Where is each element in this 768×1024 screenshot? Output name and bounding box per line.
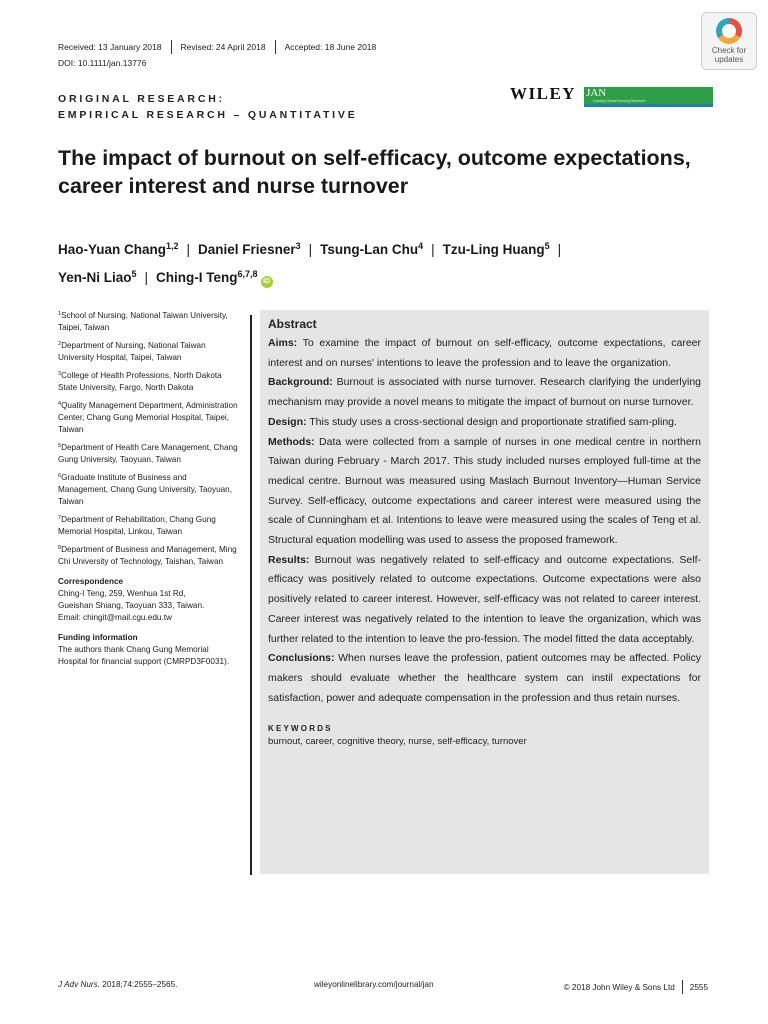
correspondence-heading: Correspondence [58, 577, 124, 586]
publisher-logos: WILEY JAN Leading Global Nursing Researc… [510, 84, 714, 107]
affiliation: 8Department of Business and Management, … [58, 545, 237, 566]
jan-logo-underline [584, 104, 714, 107]
jan-logo-tagline: Leading Global Nursing Research [593, 99, 646, 103]
author[interactable]: Tsung-Lan Chu4 [320, 241, 424, 257]
abstract-heading: Abstract [268, 317, 317, 331]
author[interactable]: Tzu-Ling Huang5 [442, 241, 550, 257]
funding-text: The authors thank Chang Gung Memorial Ho… [58, 645, 230, 666]
affiliation: 7Department of Rehabilitation, Chang Gun… [58, 515, 216, 536]
abstract-methods: Methods: Data were collected from a samp… [268, 435, 701, 547]
doi[interactable]: DOI: 10.1111/jan.13776 [58, 58, 147, 68]
keywords-list: burnout, career, cognitive theory, nurse… [268, 736, 527, 748]
divider [681, 980, 683, 994]
author-separator: | [557, 242, 562, 257]
funding-heading: Funding information [58, 633, 138, 642]
copyright-and-page: © 2018 John Wiley & Sons Ltd 2555 [564, 980, 708, 994]
article-title: The impact of burnout on self-efficacy, … [58, 146, 691, 198]
author[interactable]: Yen-Ni Liao5 [58, 269, 137, 285]
jan-logo: JAN Leading Global Nursing Research [584, 87, 714, 107]
author-separator: | [431, 242, 435, 257]
jan-logo-text: JAN [586, 87, 607, 99]
column-divider [250, 315, 252, 875]
citation: J Adv Nurs. 2018;74:2555–2565. [58, 980, 178, 989]
affiliation: 3College of Health Professions, North Da… [58, 371, 222, 392]
check-for-updates-badge[interactable]: Check for updates [701, 12, 757, 70]
page-number: 2555 [689, 982, 708, 992]
correspondence-email[interactable]: Email: chingit@mail.cgu.edu.tw [58, 613, 172, 622]
badge-label: Check for updates [711, 46, 747, 64]
author[interactable]: Hao-Yuan Chang1,2 [58, 241, 179, 257]
author[interactable]: Ching-I Teng6,7,8 [156, 269, 258, 285]
author-list: Hao-Yuan Chang1,2 | Daniel Friesner3 | Tsung… [58, 234, 678, 290]
author[interactable]: Daniel Friesner3 [198, 241, 301, 257]
affiliation: 1School of Nursing, National Taiwan Univ… [58, 311, 228, 332]
author-separator: | [308, 242, 313, 257]
revised-date: Revised: 24 April 2018 [180, 42, 266, 52]
article-type-line1: ORIGINAL RESEARCH: [58, 93, 225, 105]
affiliation: 5Department of Health Care Management, C… [58, 443, 238, 464]
divider [170, 40, 172, 54]
article-type-line2: EMPIRICAL RESEARCH – QUANTITATIVE [58, 109, 358, 121]
abstract-results: Results: Burnout was negatively related … [268, 553, 702, 645]
article-dates: Received: 13 January 2018 Revised: 24 Ap… [58, 40, 376, 54]
journal-url[interactable]: wileyonlinelibrary.com/journal/jan [314, 980, 434, 989]
wiley-logo: WILEY [510, 84, 577, 103]
affiliation: 2Department of Nursing, National Taiwan … [58, 341, 206, 362]
affiliation: 4Quality Management Department, Administ… [58, 401, 238, 434]
copyright: © 2018 John Wiley & Sons Ltd [563, 982, 675, 992]
abstract-aims: Aims: To examine the impact of burnout o… [268, 337, 701, 369]
affiliations-column: 1School of Nursing, National Taiwan Univ… [58, 308, 238, 670]
affiliation: 6Graduate Institute of Business and Mana… [58, 473, 233, 506]
accepted-date: Accepted: 18 June 2018 [284, 42, 377, 52]
abstract-background: Background: Burnout is associated with n… [268, 376, 701, 409]
author-separator: | [186, 242, 191, 257]
article-type-label: ORIGINAL RESEARCH: EMPIRICAL RESEARCH – … [58, 91, 358, 123]
abstract-design: Design: This study uses a cross-sectiona… [268, 415, 677, 428]
keywords-heading: KEYWORDS [268, 724, 333, 734]
crossmark-icon [716, 18, 742, 44]
orcid-icon[interactable]: iD [260, 276, 273, 288]
abstract-box: Abstract Aims: To examine the impact of … [260, 310, 709, 874]
received-date: Received: 13 January 2018 [58, 42, 162, 52]
divider [274, 40, 276, 54]
abstract-conclusions: Conclusions: When nurses leave the profe… [268, 652, 701, 704]
correspondence-address: Ching-I Teng, 259, Wenhua 1st Rd, Gueish… [58, 588, 238, 624]
author-separator: | [144, 270, 149, 285]
